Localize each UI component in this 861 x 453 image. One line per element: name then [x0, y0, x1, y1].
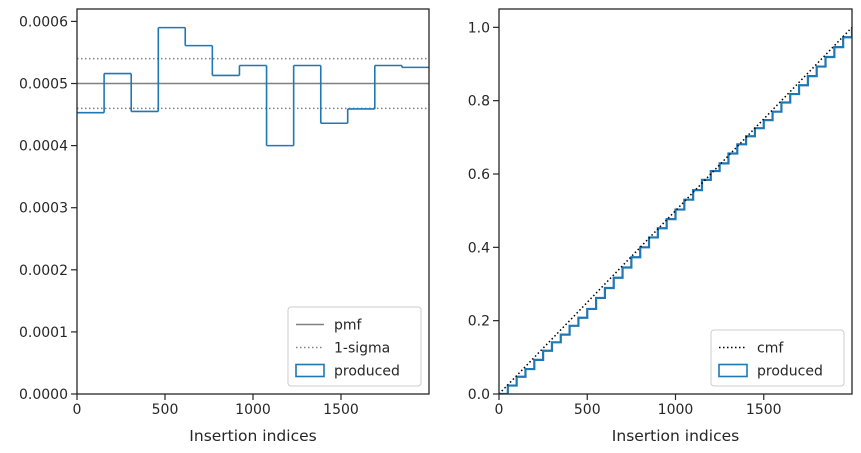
x-axis-label: Insertion indices — [612, 427, 739, 445]
y-tick-label: 0.8 — [468, 94, 490, 110]
y-tick-label: 0.4 — [468, 240, 490, 256]
legend-label: pmf — [334, 318, 363, 334]
x-tick-label: 500 — [152, 402, 179, 418]
legend-box — [287, 306, 422, 387]
legend-label: produced — [757, 364, 823, 380]
legend-produced-swatch — [718, 363, 748, 378]
y-tick-label: 0.0002 — [19, 263, 68, 279]
legend-label: cmf — [757, 341, 784, 357]
legend-produced-swatch — [295, 363, 325, 378]
y-tick-label: 0.6 — [468, 167, 490, 183]
y-tick-label: 0.0000 — [19, 387, 68, 403]
x-tick-label: 0 — [495, 402, 504, 418]
y-tick-label: 0.0003 — [19, 201, 68, 217]
legend-box — [710, 329, 845, 387]
y-tick-label: 0.2 — [468, 314, 490, 330]
produced-series-line — [499, 27, 852, 394]
x-tick-label: 1000 — [235, 402, 271, 418]
y-tick-label: 0.0004 — [19, 139, 68, 155]
legend-label: produced — [334, 364, 400, 380]
chart-pmf-histogram: 0 500 1000 1500 0.0000 0.0001 0.0002 0.0003 0.00… — [19, 8, 430, 445]
y-tick-label: 0.0006 — [19, 14, 68, 30]
legend: cmf produced — [710, 329, 845, 387]
x-tick-label: 1500 — [323, 402, 359, 418]
y-tick-label: 1.0 — [468, 20, 490, 36]
x-tick-label: 1000 — [658, 402, 694, 418]
legend: pmf 1-sigma produced — [287, 306, 422, 387]
x-axis-label: Insertion indices — [189, 427, 316, 445]
cmf-series-line — [499, 26, 852, 394]
legend-label: 1-sigma — [334, 341, 390, 357]
x-tick-label: 1500 — [746, 402, 782, 418]
plot-area — [77, 26, 429, 147]
y-tick-label: 0.0001 — [19, 325, 68, 341]
x-tick-label: 500 — [574, 402, 601, 418]
y-tick-label: 0.0005 — [19, 77, 68, 93]
x-tick-label: 0 — [73, 402, 82, 418]
chart-cmf-line: 0 500 1000 1500 0.0 0.2 0.4 0.6 0.8 1.0 Insertion … — [468, 8, 853, 445]
plot-area — [499, 26, 852, 394]
y-tick-label: 0.0 — [468, 387, 490, 403]
